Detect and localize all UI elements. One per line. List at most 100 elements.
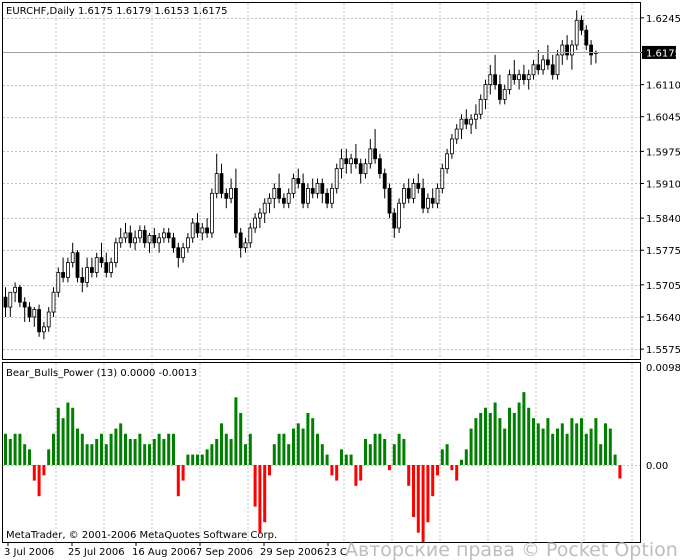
- candle: [401, 183, 406, 209]
- candle-body: [219, 173, 224, 194]
- indicator-bar: [407, 464, 411, 486]
- candle-body: [185, 237, 190, 249]
- indicator-bar: [527, 407, 531, 465]
- candle: [233, 168, 238, 238]
- candle-body: [238, 232, 243, 249]
- candle-body: [301, 183, 306, 204]
- candle-body: [555, 54, 560, 76]
- candle-body: [310, 188, 315, 194]
- candle: [32, 307, 37, 327]
- indicator-bar: [263, 464, 267, 523]
- indicator-tick-label: 0.0098: [646, 363, 680, 374]
- x-tick-label: 16 Aug 2006: [132, 547, 196, 558]
- indicator-bar: [287, 444, 291, 465]
- candle-body: [195, 222, 200, 234]
- candle-body: [401, 188, 406, 204]
- candle: [320, 178, 325, 204]
- candle: [27, 302, 32, 322]
- candle-body: [373, 148, 378, 160]
- indicator-bar: [364, 438, 367, 465]
- indicator-bar: [320, 444, 324, 465]
- candle: [411, 178, 416, 204]
- candle: [421, 178, 426, 214]
- candle: [200, 223, 205, 241]
- candle: [157, 232, 162, 253]
- candle-body: [277, 188, 282, 199]
- candle-body: [421, 188, 426, 209]
- candle: [22, 297, 27, 322]
- indicator-bar: [445, 444, 449, 465]
- y-tick-label: 1.6110: [646, 81, 680, 92]
- candle: [253, 213, 258, 233]
- indicator-bar: [618, 464, 622, 479]
- candle-body: [473, 113, 478, 120]
- candle: [281, 193, 286, 209]
- indicator-header: Bear_Bulls_Power (13) 0.0000 -0.0013: [6, 368, 197, 379]
- candle: [349, 153, 354, 174]
- candle: [377, 153, 382, 179]
- indicator-bar: [176, 464, 180, 497]
- candle-body: [507, 74, 512, 90]
- x-tick-label: 29 Sep 2006: [260, 547, 323, 558]
- candle-body: [570, 44, 574, 56]
- x-tick-label: 7 Sep 2006: [196, 547, 253, 558]
- candle-body: [75, 252, 80, 278]
- indicator-bar: [340, 449, 343, 465]
- candle-body: [214, 173, 219, 194]
- candlestick-series: [3, 10, 598, 340]
- candle: [517, 69, 521, 90]
- candle-body: [104, 262, 109, 273]
- candle: [353, 143, 358, 169]
- candle: [75, 250, 80, 283]
- candle-body: [320, 183, 325, 194]
- candle-body: [459, 118, 464, 130]
- candle: [85, 257, 89, 288]
- indicator-bar: [28, 449, 31, 465]
- candle-body: [449, 138, 454, 155]
- candle: [373, 129, 378, 164]
- candle: [464, 109, 469, 130]
- indicator-bar: [152, 438, 156, 465]
- candle-body: [22, 301, 27, 308]
- candle-body: [70, 252, 75, 263]
- candle: [531, 59, 536, 80]
- candle: [363, 158, 368, 179]
- y-tick-label: 1.6245: [646, 14, 680, 25]
- candle: [137, 225, 142, 243]
- indicator-bar: [8, 438, 12, 465]
- candle: [114, 237, 118, 268]
- price-axis: 1.6245 1.6110 1.6045 1.5975 1.5910 1.5840 1.57…: [641, 14, 680, 356]
- indicator-bar: [71, 407, 75, 465]
- indicator-bar: [565, 433, 569, 465]
- candle-body: [589, 44, 593, 56]
- candle: [483, 79, 488, 110]
- candle: [416, 173, 421, 194]
- indicator-bar: [584, 433, 588, 465]
- candle: [166, 227, 171, 243]
- candle-body: [243, 242, 248, 249]
- indicator-bar: [508, 407, 511, 465]
- indicator-bar: [42, 464, 46, 476]
- candle-body: [353, 158, 358, 165]
- indicator-bar: [224, 433, 228, 465]
- indicator-bar: [104, 444, 108, 465]
- candle: [171, 232, 176, 253]
- candle: [387, 183, 392, 219]
- indicator-bar: [109, 433, 113, 465]
- indicator-bar: [258, 464, 262, 533]
- candle: [104, 252, 109, 278]
- y-tick-label: 1.6045: [646, 113, 680, 124]
- indicator-bar: [301, 428, 305, 465]
- candle: [555, 49, 560, 80]
- candle-body: [229, 188, 234, 199]
- candle: [397, 198, 402, 233]
- candle-body: [90, 267, 94, 273]
- candle-body: [3, 296, 8, 308]
- indicator-bar: [119, 423, 123, 465]
- candle-body: [469, 118, 474, 125]
- candle-body: [37, 309, 41, 333]
- candle: [334, 163, 339, 194]
- candle: [152, 227, 157, 248]
- indicator-bar: [608, 428, 612, 465]
- indicator-bar: [85, 444, 89, 465]
